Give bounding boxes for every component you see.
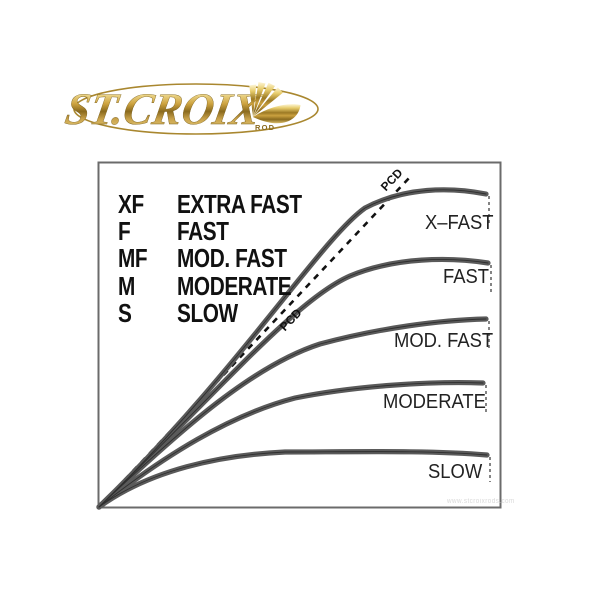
svg-text:ST.CROIX: ST.CROIX	[62, 84, 266, 134]
svg-text:ROD: ROD	[255, 123, 275, 132]
